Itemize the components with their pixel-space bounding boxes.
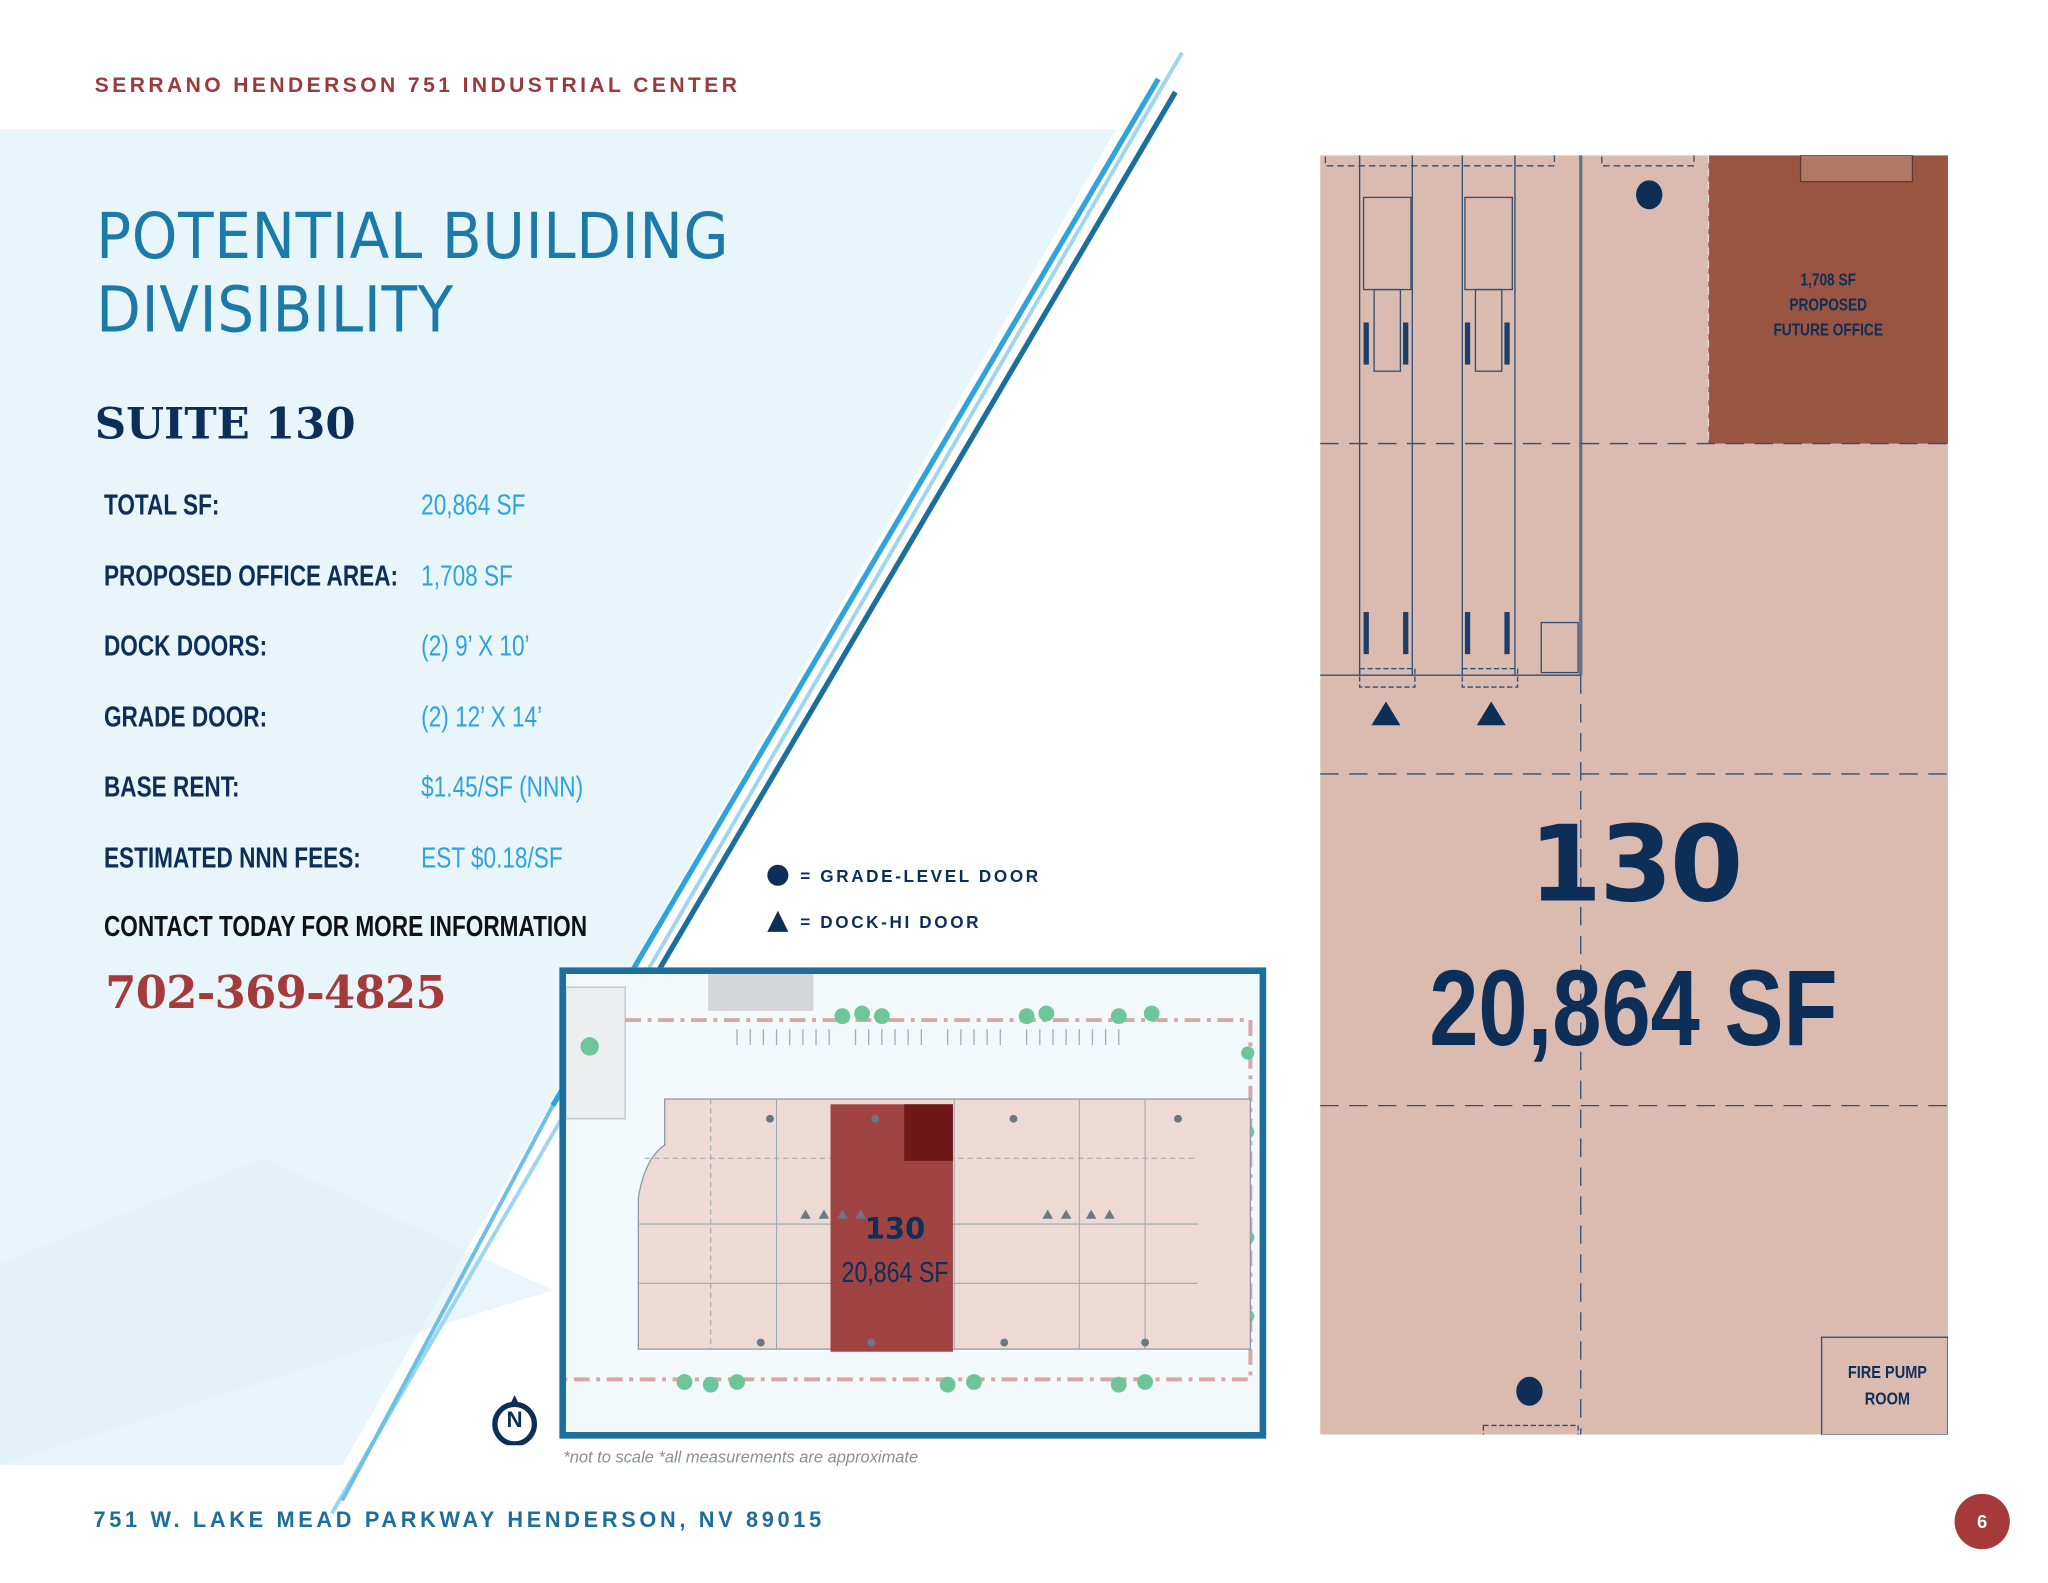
filled-triangle-icon (767, 910, 789, 932)
spec-row: DOCK DOORS: (2) 9’ X 10’ (104, 629, 657, 668)
plan-lines (1320, 155, 1948, 1435)
compass-letter: N (506, 1407, 523, 1433)
diagonal-stripe (340, 1104, 555, 1502)
panel-texture (0, 1158, 553, 1465)
north-compass-icon: N (491, 1395, 538, 1447)
spec-value: (2) 9’ X 10’ (421, 629, 530, 663)
floor-plan-drawing (1320, 155, 1948, 1435)
site-suite-area: 20,864 SF (841, 1255, 949, 1289)
spec-row: PROPOSED OFFICE AREA: 1,708 SF (104, 559, 657, 598)
spec-label: GRADE DOOR: (103, 700, 268, 734)
suite-number: 130 (1528, 802, 1744, 926)
spec-label: PROPOSED OFFICE AREA: (103, 559, 399, 593)
parking-stalls (736, 1029, 1120, 1046)
spec-row: GRADE DOOR: (2) 12’ X 14’ (104, 700, 657, 739)
page-number-badge: 6 (1954, 1493, 2010, 1550)
office-restroom (1799, 155, 1914, 183)
suite-heading: SUITE 130 (94, 397, 356, 449)
site-suite-number: 130 (864, 1213, 926, 1247)
spec-row: BASE RENT: $1.45/SF (NNN) (104, 770, 657, 809)
fire-pump-line: FIRE PUMP (1847, 1362, 1928, 1383)
phone-number[interactable]: 702-369-4825 (105, 967, 446, 1021)
spec-value: EST $0.18/SF (421, 841, 563, 874)
spec-value: 1,708 SF (421, 559, 513, 593)
property-name: SERRANO HENDERSON 751 INDUSTRIAL CENTER (94, 75, 741, 98)
spec-value: $1.45/SF (NNN) (421, 769, 584, 803)
diagonal-stripe (329, 51, 1184, 1515)
contact-label: CONTACT TODAY FOR MORE INFORMATION (103, 909, 588, 943)
dock-hi-door-marker (1371, 701, 1401, 726)
fire-pump-room-label: FIRE PUMP ROOM (1831, 1360, 1943, 1413)
diagonal-stripe (550, 77, 1161, 1107)
dock-door-markers (800, 1209, 1115, 1219)
fire-pump-line: ROOM (1864, 1388, 1911, 1409)
spec-value: (2) 12’ X 14’ (421, 700, 543, 734)
spec-row: TOTAL SF: 20,864 SF (104, 488, 657, 527)
proposed-office-area (1708, 155, 1948, 444)
dock-hi-door-marker (1476, 701, 1506, 726)
floor-plan: 1,708 SF PROPOSED FUTURE OFFICE 130 20,8… (1320, 155, 1948, 1435)
adjacent-building (708, 973, 814, 1011)
grade-level-door-marker (1516, 1376, 1543, 1406)
suite-area: 20,864 SF (1429, 948, 1838, 1069)
title-line: DIVISIBILITY (96, 273, 454, 348)
spec-label: ESTIMATED NNN FEES: (103, 841, 361, 874)
legend-grade-level: = GRADE-LEVEL DOOR (766, 863, 1041, 887)
spec-label: TOTAL SF: (103, 488, 220, 522)
grade-door-markers (756, 1114, 1182, 1347)
legend-dock-hi: = DOCK-HI DOOR (766, 909, 981, 933)
grade-level-door-marker (1636, 180, 1663, 210)
office-area: 1,708 SF (1800, 269, 1856, 290)
spec-row: ESTIMATED NNN FEES: EST $0.18/SF (104, 841, 657, 880)
legend-label: = GRADE-LEVEL DOOR (800, 865, 1041, 886)
truck-wheels (1363, 322, 1510, 655)
footer-address: 751 W. LAKE MEAD PARKWAY HENDERSON, NV 8… (93, 1508, 825, 1533)
office-label-line: PROPOSED (1789, 294, 1867, 315)
title-line: POTENTIAL BUILDING (96, 200, 730, 274)
site-plan: 130 20,864 SF (559, 967, 1267, 1439)
office-label-line: FUTURE OFFICE (1773, 319, 1883, 340)
spec-label: DOCK DOORS: (103, 629, 268, 663)
light-blue-panel (0, 128, 1117, 1465)
page-title: POTENTIAL BUILDING DIVISIBILITY (96, 200, 729, 347)
legend-label: = DOCK-HI DOOR (800, 911, 982, 932)
site-plan-drawing (565, 973, 1255, 1393)
suite-130-office (904, 1104, 953, 1161)
scale-note: *not to scale *all measurements are appr… (563, 1447, 919, 1467)
spec-value: 20,864 SF (421, 488, 526, 522)
diagonal-stripe (576, 90, 1178, 1107)
office-label: 1,708 SF PROPOSED FUTURE OFFICE (1732, 267, 1924, 342)
filled-circle-icon (767, 864, 789, 886)
spec-label: BASE RENT: (103, 769, 240, 803)
page-number: 6 (1977, 1510, 1988, 1533)
